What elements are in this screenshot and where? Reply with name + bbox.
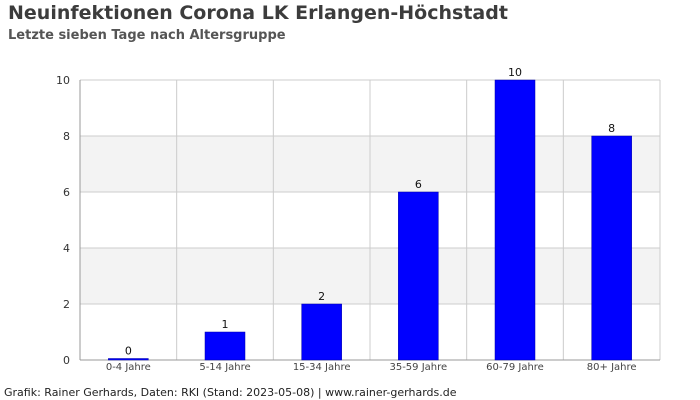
y-tick-label: 2 xyxy=(63,298,70,311)
data-label: 1 xyxy=(222,318,229,331)
y-tick-label: 10 xyxy=(56,74,70,87)
chart-subtitle: Letzte sieben Tage nach Altersgruppe xyxy=(8,28,286,43)
x-tick-label: 80+ Jahre xyxy=(587,362,637,373)
chart-title: Neuinfektionen Corona LK Erlangen-Höchst… xyxy=(8,2,508,24)
bar xyxy=(204,331,246,361)
bar xyxy=(398,191,439,361)
y-tick-label: 6 xyxy=(63,186,70,199)
data-label: 0 xyxy=(125,345,132,358)
bar xyxy=(108,358,149,361)
data-label: 8 xyxy=(608,122,615,135)
x-tick-label: 15-34 Jahre xyxy=(293,362,351,373)
bar xyxy=(494,79,536,361)
x-tick-label: 5-14 Jahre xyxy=(199,362,250,373)
y-tick-label: 4 xyxy=(63,242,70,255)
bar xyxy=(591,135,632,361)
bar xyxy=(301,303,342,361)
footer-credit: Grafik: Rainer Gerhards, Daten: RKI (Sta… xyxy=(4,386,457,399)
data-label: 2 xyxy=(318,290,325,303)
data-label: 10 xyxy=(508,66,522,79)
x-tick-label: 35-59 Jahre xyxy=(389,362,447,373)
x-tick-label: 60-79 Jahre xyxy=(486,362,544,373)
y-tick-label: 0 xyxy=(63,354,70,367)
data-label: 6 xyxy=(415,178,422,191)
y-tick-label: 8 xyxy=(63,130,70,143)
x-tick-label: 0-4 Jahre xyxy=(106,362,151,373)
